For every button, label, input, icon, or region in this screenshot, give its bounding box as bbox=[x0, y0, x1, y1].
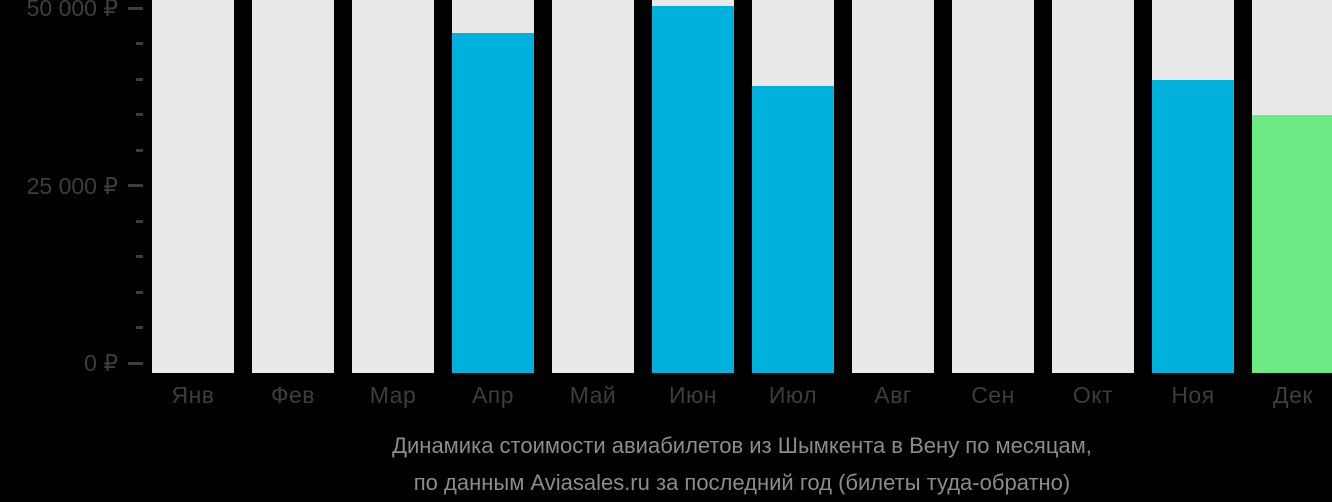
chart-title-line1: Динамика стоимости авиабилетов из Шымкен… bbox=[392, 433, 1092, 458]
x-axis-label-jul: Июл bbox=[768, 382, 818, 408]
y-axis-tick-minor-15000 bbox=[136, 255, 143, 258]
x-axis-label-dec: Дек bbox=[1273, 382, 1313, 408]
y-axis-tick-minor-35000 bbox=[136, 113, 143, 116]
y-axis-tick-minor-40000 bbox=[136, 77, 143, 81]
x-axis-label-nov: Ноя bbox=[1171, 382, 1215, 408]
y-axis-tick-minor-45000 bbox=[136, 42, 143, 45]
bar-value-apr bbox=[452, 32, 534, 373]
x-axis-label-mar: Мар bbox=[369, 382, 417, 408]
bar-column-jun bbox=[652, 0, 734, 373]
bar-value-jun bbox=[652, 5, 734, 373]
bar-column-jul bbox=[752, 0, 834, 373]
bar-value-dec bbox=[1252, 114, 1332, 373]
y-axis-label-50000: 50 000 ₽ bbox=[26, 0, 118, 21]
y-axis-tick-minor-5000 bbox=[136, 326, 143, 329]
bar-column-aug bbox=[852, 0, 934, 373]
bar-column-mar bbox=[352, 0, 434, 373]
bar-column-sep bbox=[952, 0, 1034, 373]
bar-column-nov bbox=[1152, 0, 1234, 373]
bar-column-dec bbox=[1252, 0, 1332, 373]
y-axis-label-0: 0 ₽ bbox=[84, 350, 118, 376]
bar-value-jul bbox=[752, 86, 834, 373]
y-axis-tick-major-50000 bbox=[128, 6, 143, 10]
x-axis-label-sep: Сен bbox=[971, 382, 1015, 408]
bar-column-may bbox=[552, 0, 634, 373]
bar-column-apr bbox=[452, 0, 534, 373]
bar-column-oct bbox=[1052, 0, 1134, 373]
bar-column-feb bbox=[252, 0, 334, 373]
x-axis-label-apr: Апр bbox=[471, 382, 515, 408]
y-axis-tick-major-0 bbox=[128, 361, 143, 365]
x-axis-label-aug: Авг bbox=[874, 382, 912, 408]
x-axis-label-oct: Окт bbox=[1072, 382, 1114, 408]
y-axis-label-25000: 25 000 ₽ bbox=[26, 172, 118, 199]
chart-title: Динамика стоимости авиабилетов из Шымкен… bbox=[152, 432, 1332, 502]
y-axis-tick-minor-10000 bbox=[136, 290, 143, 294]
x-axis-label-jan: Янв bbox=[171, 382, 215, 408]
bar-value-nov bbox=[1152, 79, 1234, 373]
y-axis-tick-minor-20000 bbox=[136, 219, 143, 223]
y-axis-tick-major-25000 bbox=[128, 184, 143, 187]
bar-column-jan bbox=[152, 0, 234, 373]
x-axis-label-may: Май bbox=[569, 382, 617, 408]
y-axis-tick-minor-30000 bbox=[136, 148, 143, 152]
chart-title-line2: по данным Aviasales.ru за последний год … bbox=[413, 470, 1071, 495]
x-axis-label-jun: Июн bbox=[669, 382, 717, 408]
x-axis-label-feb: Фев bbox=[271, 382, 315, 408]
